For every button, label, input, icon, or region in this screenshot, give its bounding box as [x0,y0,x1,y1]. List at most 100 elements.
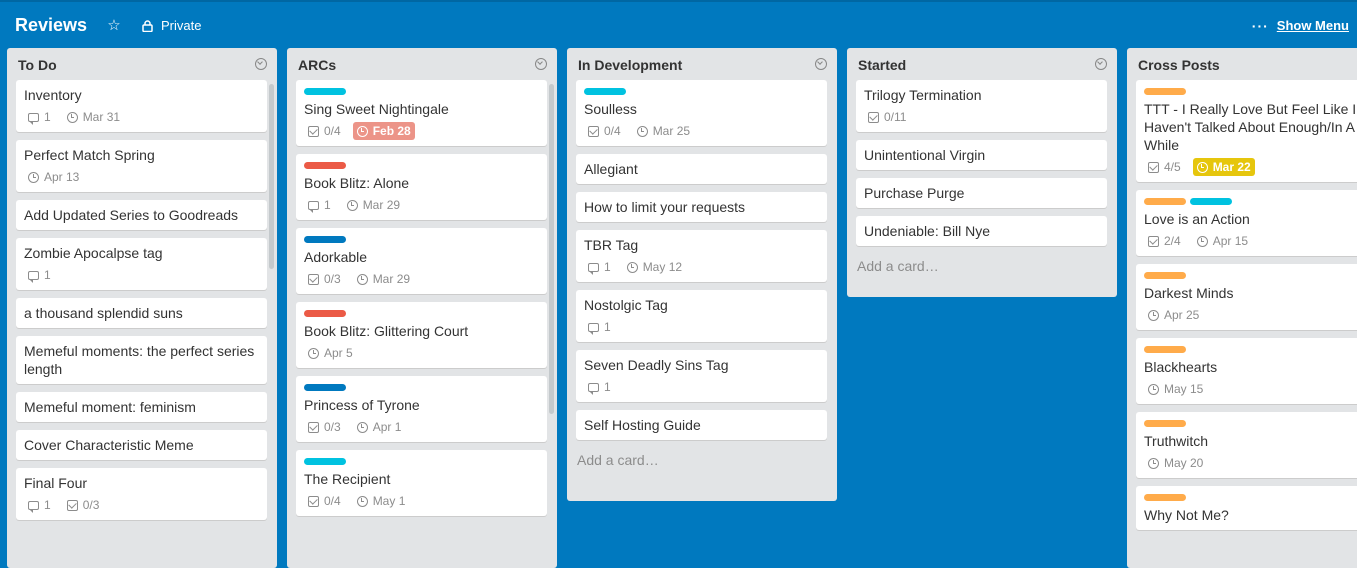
add-card-button[interactable]: Add a card… [857,258,939,274]
clock-icon [346,199,358,211]
card[interactable]: Inventory 1 Mar 31 [16,80,267,132]
card[interactable]: Purchase Purge [856,178,1107,208]
label-orange [1144,420,1186,427]
card[interactable]: Adorkable 0/3 Mar 29 [296,228,547,294]
card[interactable]: Perfect Match Spring Apr 13 [16,140,267,192]
card[interactable]: Undeniable: Bill Nye [856,216,1107,246]
card-title: Add Updated Series to Goodreads [24,207,239,223]
card[interactable]: a thousand splendid suns [16,298,267,328]
due-date: Apr 25 [1164,308,1200,322]
list-title[interactable]: In Development [578,57,683,73]
card-badges: 4/5 Mar 22 [1144,158,1357,176]
card-badges: Apr 5 [304,344,539,362]
card[interactable]: Sing Sweet Nightingale 0/4 Feb 28 [296,80,547,146]
card[interactable]: Darkest Minds Apr 25 [1136,264,1357,330]
card-badges: 1 [584,378,819,396]
card-title: Why Not Me? [1144,507,1229,523]
card[interactable]: Memeful moments: the perfect series leng… [16,336,267,384]
card[interactable]: Why Not Me? [1136,486,1357,530]
due-date-badge: Apr 5 [304,344,357,362]
list-menu-icon[interactable] [1095,58,1107,70]
card[interactable]: Truthwitch May 20 [1136,412,1357,478]
card[interactable]: Book Blitz: Glittering Court Apr 5 [296,302,547,368]
checklist-badge: 0/4 [304,492,345,510]
card-labels [1144,346,1357,353]
list-scrollbar[interactable] [269,84,274,269]
card-title: Soulless [584,101,637,117]
label-orange [1144,494,1186,501]
card[interactable]: Seven Deadly Sins Tag 1 [576,350,827,402]
list-title[interactable]: Started [858,57,907,73]
card-title: Book Blitz: Alone [304,175,410,191]
card-badges: May 20 [1144,454,1357,472]
checklist-icon [868,111,879,123]
due-date-badge: Apr 1 [353,418,406,436]
card-badges: 1 [584,318,819,336]
card[interactable]: How to limit your requests [576,192,827,222]
list-scrollbar[interactable] [549,84,554,414]
card[interactable]: Soulless 0/4 Mar 25 [576,80,827,146]
list-2: In Development Soulless 0/4 Mar 25 Allegiant… [567,48,837,501]
due-date-badge: May 12 [623,258,686,276]
card-labels [1144,420,1357,427]
list-title[interactable]: ARCs [298,57,337,73]
list-title[interactable]: Cross Posts [1138,57,1220,73]
clock-icon [356,495,368,507]
list-menu-icon[interactable] [815,58,827,70]
checklist-badge: 0/3 [304,418,345,436]
card-badges: 0/4 May 1 [304,492,539,510]
card-badges: Apr 25 [1144,306,1357,324]
card-labels [1144,272,1357,279]
card-title: Truthwitch [1144,433,1209,449]
star-icon[interactable]: ☆ [107,17,121,34]
comment-icon [28,271,39,283]
show-menu-label: Show Menu [1276,18,1349,33]
card-labels [304,236,539,243]
comment-badge: 1 [24,108,55,126]
card[interactable]: Zombie Apocalpse tag 1 [16,238,267,290]
label-blue [304,236,346,243]
list-menu-icon[interactable] [255,58,267,70]
card[interactable]: Add Updated Series to Goodreads [16,200,267,230]
board-title[interactable]: Reviews [15,15,88,35]
card-title: Memeful moment: feminism [24,399,196,415]
card[interactable]: Cover Characteristic Meme [16,430,267,460]
card[interactable]: Book Blitz: Alone 1 Mar 29 [296,154,547,220]
card[interactable]: Trilogy Termination 0/11 [856,80,1107,132]
checklist-icon [308,421,319,433]
checklist-badge: 0/3 [63,496,104,514]
label-red [304,310,346,317]
card-badges: 0/3 Apr 1 [304,418,539,436]
card[interactable]: Blackhearts May 15 [1136,338,1357,404]
checklist-count: 2/4 [1164,234,1181,248]
card-labels [304,162,539,169]
card[interactable]: The Recipient 0/4 May 1 [296,450,547,516]
checklist-count: 0/11 [884,110,907,124]
card[interactable]: Nostolgic Tag 1 [576,290,827,342]
card[interactable]: TBR Tag 1 May 12 [576,230,827,282]
due-date-badge: Mar 22 [1192,158,1255,176]
card-labels [1144,198,1357,205]
comment-badge: 1 [584,258,615,276]
card[interactable]: Princess of Tyrone 0/3 Apr 1 [296,376,547,442]
card-title: Inventory [24,87,82,103]
card-badges: 0/4 Feb 28 [304,122,539,140]
card-title: The Recipient [304,471,391,487]
card[interactable]: Allegiant [576,154,827,184]
add-card-button[interactable]: Add a card… [577,452,659,468]
card[interactable]: Self Hosting Guide [576,410,827,440]
due-date-badge: May 1 [353,492,410,510]
comment-icon [308,201,319,213]
card[interactable]: Love is an Action 2/4 Apr 15 [1136,190,1357,256]
card[interactable]: Memeful moment: feminism [16,392,267,422]
card[interactable]: Unintentional Virgin [856,140,1107,170]
label-cyan [584,88,626,95]
list-title[interactable]: To Do [18,57,57,73]
card[interactable]: Final Four 1 0/3 [16,468,267,520]
list-1: ARCs Sing Sweet Nightingale 0/4 Feb 28 Book … [287,48,557,568]
list-menu-icon[interactable] [535,58,547,70]
show-menu-button[interactable]: ··· Show Menu [1252,16,1349,36]
privacy-button[interactable]: Private [142,16,201,36]
card[interactable]: TTT - I Really Love But Feel Like I Have… [1136,80,1357,182]
card-title: Sing Sweet Nightingale [304,101,449,117]
